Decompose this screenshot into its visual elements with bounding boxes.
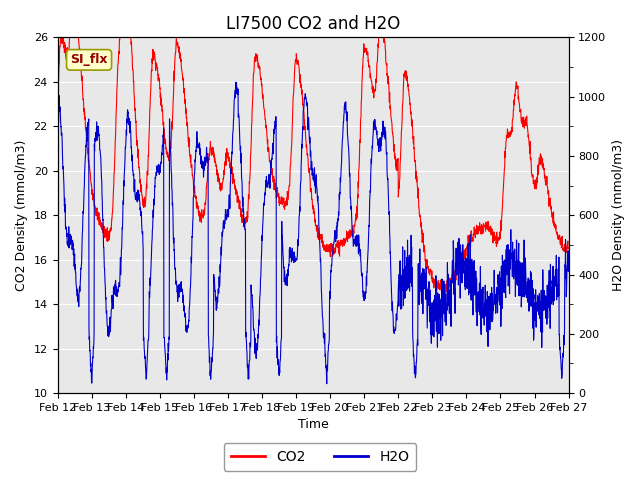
CO2: [550, 223, 558, 228]
H2O: [80, 204, 88, 210]
Legend: CO2, H2O: CO2, H2O: [223, 443, 417, 471]
CO2: [58, 35, 65, 40]
X-axis label: Time: Time: [298, 419, 328, 432]
Line: H2O: H2O: [58, 82, 568, 384]
CO2: [289, 108, 296, 114]
H2O: [550, 277, 558, 283]
CO2: [550, 219, 558, 225]
Y-axis label: CO2 Density (mmol/m3): CO2 Density (mmol/m3): [15, 140, 28, 291]
Line: CO2: CO2: [58, 37, 568, 294]
Title: LI7500 CO2 and H2O: LI7500 CO2 and H2O: [226, 15, 400, 33]
H2O: [303, 96, 310, 102]
H2O: [456, 242, 464, 248]
CO2: [441, 291, 449, 297]
H2O: [564, 250, 572, 256]
CO2: [54, 102, 61, 108]
Text: SI_flx: SI_flx: [70, 53, 108, 66]
H2O: [232, 79, 240, 85]
CO2: [303, 144, 310, 150]
Y-axis label: H2O Density (mmol/m3): H2O Density (mmol/m3): [612, 139, 625, 291]
CO2: [564, 246, 572, 252]
H2O: [289, 253, 296, 259]
CO2: [456, 259, 464, 264]
H2O: [54, 117, 61, 123]
H2O: [323, 381, 331, 386]
CO2: [80, 109, 88, 115]
H2O: [550, 298, 558, 303]
